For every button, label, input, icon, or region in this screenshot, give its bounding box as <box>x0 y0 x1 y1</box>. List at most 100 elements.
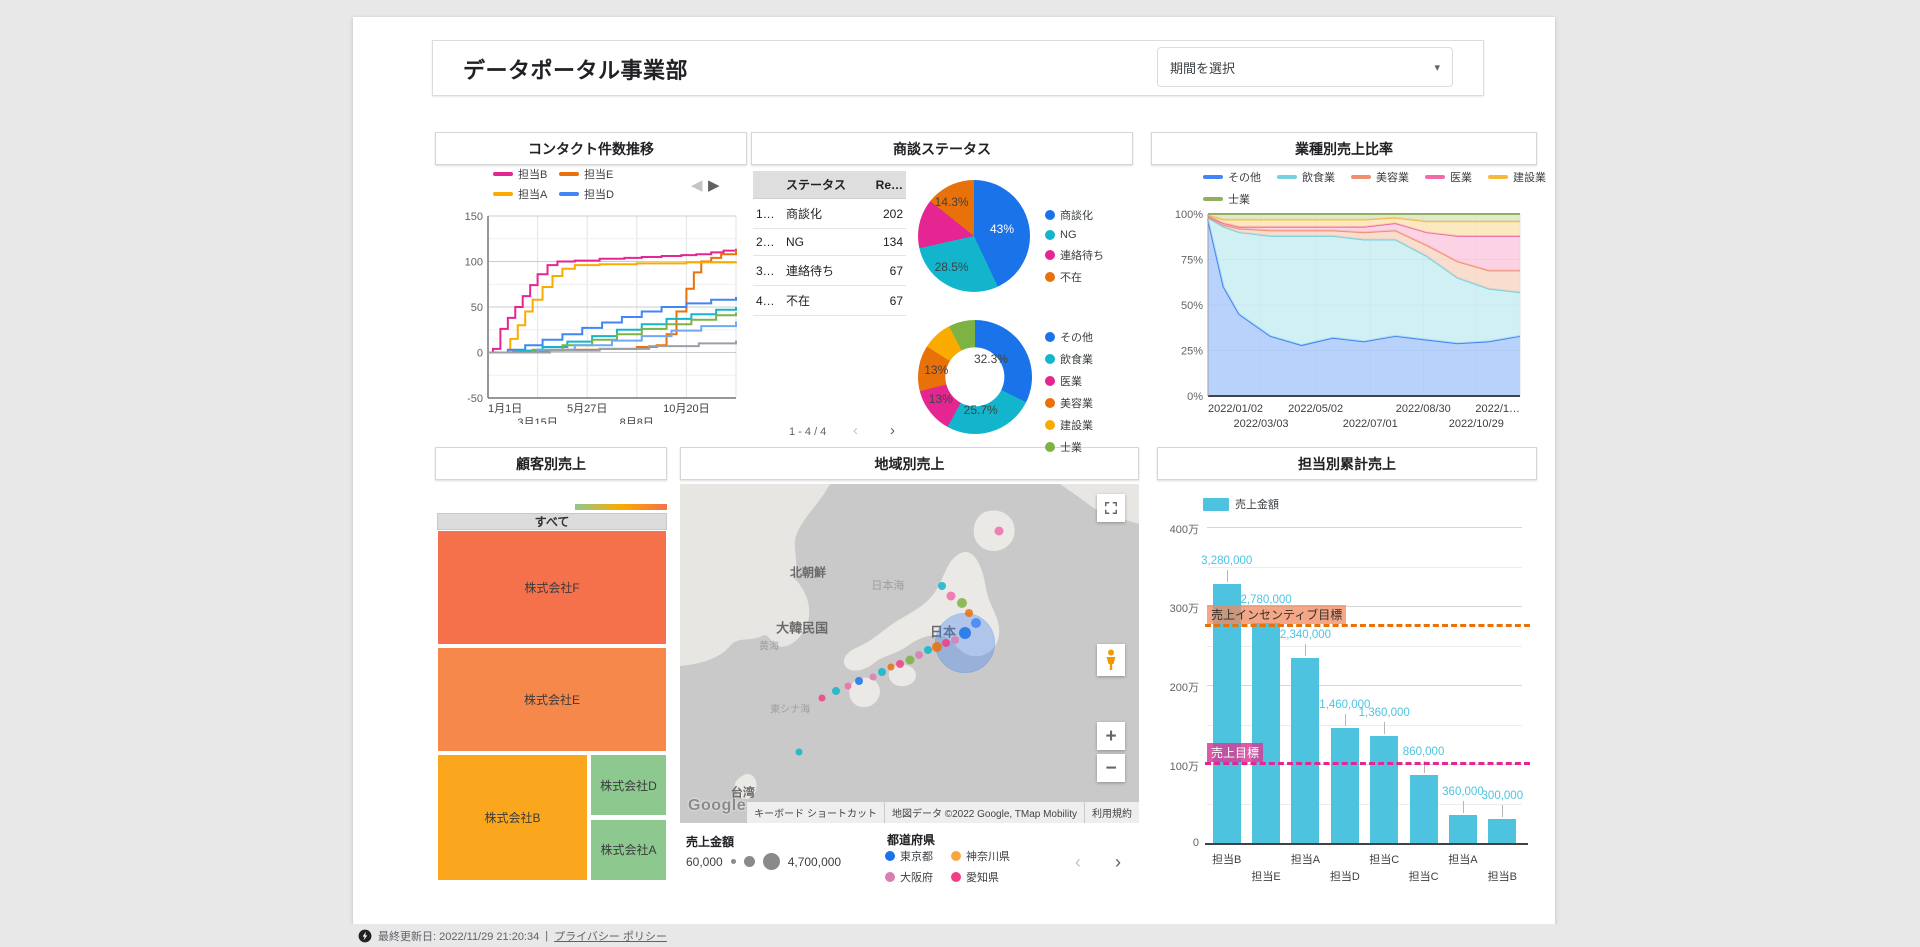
sales-bubble[interactable] <box>937 581 946 590</box>
legend-item[interactable]: 建設業 <box>1488 169 1546 185</box>
sales-bubble[interactable] <box>905 655 914 665</box>
sales-bubble[interactable] <box>942 639 951 648</box>
legend-swatch <box>559 192 579 196</box>
treemap-block[interactable]: 株式会社B <box>437 754 589 881</box>
sales-bubble[interactable] <box>946 591 956 601</box>
treemap-block[interactable]: 株式会社E <box>437 646 667 752</box>
bar[interactable] <box>1488 819 1517 843</box>
sales-bubble[interactable] <box>994 526 1004 536</box>
x-axis-label: 担当E <box>1251 871 1281 883</box>
status-pie-chart[interactable]: 43% 28.5% 14.3% <box>918 180 1030 292</box>
bar[interactable] <box>1330 727 1359 843</box>
legend-item[interactable]: 商談化 <box>1045 207 1104 223</box>
bar[interactable] <box>1291 658 1320 843</box>
legend-item[interactable]: NG <box>1045 229 1104 241</box>
x-axis <box>1205 843 1528 845</box>
map-pagination-next-icon[interactable]: › <box>1115 852 1121 872</box>
sales-bubble[interactable] <box>923 646 932 655</box>
sales-bubble[interactable] <box>877 668 886 677</box>
svg-text:25%: 25% <box>1181 346 1203 358</box>
table-row[interactable]: 4… 不在 67 <box>753 285 906 316</box>
value-connector <box>1305 644 1307 657</box>
fullscreen-button[interactable] <box>1097 494 1125 522</box>
sales-bubble[interactable] <box>869 673 877 681</box>
bar[interactable] <box>1448 814 1477 843</box>
status-pagination-next-icon[interactable]: › <box>890 422 895 439</box>
legend-item[interactable]: 美容業 <box>1045 395 1093 411</box>
sales-bubble[interactable] <box>887 663 895 671</box>
bar[interactable] <box>1252 623 1281 843</box>
terms-link[interactable]: 利用規約 <box>1085 802 1139 823</box>
table-row[interactable]: 2… NG 134 <box>753 228 906 256</box>
legend-item[interactable]: 愛知県 <box>951 869 1027 885</box>
legend-item[interactable]: 美容業 <box>1351 169 1409 185</box>
legend-item[interactable]: 東京都 <box>885 848 951 864</box>
legend-item[interactable]: 不在 <box>1045 269 1104 285</box>
legend-item[interactable]: 医業 <box>1045 373 1093 389</box>
pegman-button[interactable] <box>1097 644 1125 676</box>
bar[interactable] <box>1409 775 1438 843</box>
zoom-in-button[interactable]: + <box>1097 722 1125 750</box>
sales-bubble[interactable] <box>896 659 905 668</box>
treemap-block[interactable]: 株式会社F <box>437 529 667 645</box>
legend-item[interactable]: 売上金額 <box>1203 496 1279 512</box>
legend-item[interactable]: 飲食業 <box>1277 169 1335 185</box>
legend-item[interactable]: 担当E <box>559 166 625 182</box>
row-index: 4… <box>753 285 783 316</box>
sales-bubble[interactable] <box>832 686 841 695</box>
sales-bubble[interactable] <box>971 617 982 628</box>
legend-item[interactable]: 担当B <box>493 166 559 182</box>
bar[interactable] <box>1212 583 1241 843</box>
y-axis-label: 200万 <box>1169 682 1199 694</box>
sales-bubble[interactable] <box>958 627 971 640</box>
sales-bubble[interactable] <box>951 635 960 644</box>
pie-slice-label: 13% <box>928 391 953 406</box>
report-canvas: データポータル事業部 期間を選択 ▾ コンタクト件数推移 商談ステータス 業種別… <box>353 17 1555 925</box>
legend-label: 飲食業 <box>1060 354 1093 366</box>
period-selector[interactable]: 期間を選択 ▾ <box>1157 47 1453 87</box>
legend-item[interactable]: 担当D <box>559 186 625 202</box>
treemap-block[interactable]: 株式会社D <box>589 754 667 817</box>
legend-item[interactable]: その他 <box>1045 329 1093 345</box>
legend-item[interactable]: 神奈川県 <box>951 848 1027 864</box>
legend-item[interactable]: 飲食業 <box>1045 351 1093 367</box>
treemap-root[interactable]: すべて <box>437 513 667 530</box>
sales-bubble[interactable] <box>844 682 852 690</box>
table-row[interactable]: 1… 商談化 202 <box>753 198 906 229</box>
pie-slice-label: 32.3% <box>973 351 1008 366</box>
privacy-policy-link[interactable]: プライバシー ポリシー <box>554 930 667 943</box>
x-axis-label: 担当C <box>1369 854 1400 866</box>
sales-bubble[interactable] <box>818 694 826 702</box>
gridline <box>1207 724 1522 726</box>
treemap-block[interactable]: 株式会社A <box>589 818 667 881</box>
region-map[interactable]: 北朝鮮 大韓民国 日本 日本海 黄海 東シナ海 台湾 + − Google キーボード ショ… <box>680 484 1139 823</box>
legend-next-icon[interactable]: ▶ <box>708 177 720 194</box>
sales-bubble[interactable] <box>965 608 974 617</box>
legend-item[interactable]: 医業 <box>1425 169 1472 185</box>
legend-item[interactable]: 大阪府 <box>885 869 951 885</box>
legend-item[interactable]: その他 <box>1203 169 1261 185</box>
legend-item[interactable]: 連絡待ち <box>1045 247 1104 263</box>
status-pagination-prev-icon[interactable]: ‹ <box>853 422 858 439</box>
map-pagination-prev-icon[interactable]: ‹ <box>1075 852 1081 872</box>
panel-title-industry: 業種別売上比率 <box>1151 132 1537 165</box>
bar[interactable] <box>1370 735 1399 843</box>
sales-bubble[interactable] <box>795 748 803 756</box>
sales-bubble[interactable] <box>932 641 943 652</box>
map-place-label: 東シナ海 <box>770 704 811 716</box>
industry-donut-chart[interactable]: 32.3% 25.7% 13% 13% <box>918 320 1032 434</box>
refresh-bolt-icon <box>358 929 372 942</box>
table-row[interactable]: 3… 連絡待ち 67 <box>753 255 906 286</box>
sales-bubble[interactable] <box>855 676 863 685</box>
legend-item[interactable]: 建設業 <box>1045 417 1093 433</box>
legend-item[interactable]: 担当A <box>493 186 559 202</box>
legend-item[interactable]: 士業 <box>1203 191 1250 207</box>
keyboard-shortcuts-link[interactable]: キーボード ショートカット <box>747 802 884 823</box>
sales-bubble[interactable] <box>957 597 968 608</box>
legend-item[interactable]: 士業 <box>1045 439 1093 455</box>
count-cell: 202 <box>864 198 906 229</box>
sales-bubble[interactable] <box>914 651 923 660</box>
zoom-out-button[interactable]: − <box>1097 754 1125 782</box>
legend-prev-icon[interactable]: ◀ <box>691 177 703 194</box>
report-header: データポータル事業部 期間を選択 ▾ <box>432 40 1484 96</box>
